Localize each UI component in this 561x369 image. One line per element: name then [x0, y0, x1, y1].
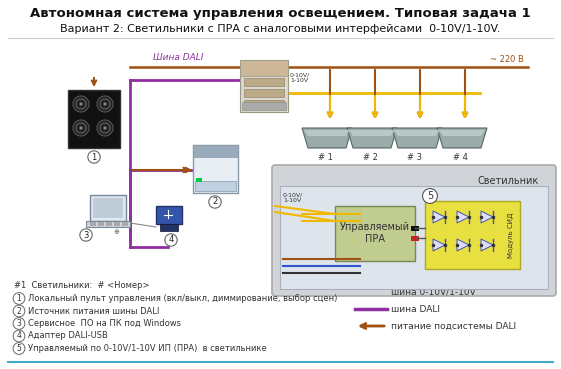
Bar [244, 100, 284, 108]
Text: # 1: # 1 [318, 154, 333, 162]
Bar [106, 222, 112, 224]
Circle shape [103, 103, 107, 106]
Text: 2: 2 [213, 197, 218, 207]
Polygon shape [433, 211, 445, 223]
Text: #1  Светильники:  # <Номер>: #1 Светильники: # <Номер> [14, 282, 149, 290]
Polygon shape [392, 128, 442, 148]
Polygon shape [457, 211, 469, 223]
Bar [86, 221, 130, 227]
Text: 1: 1 [91, 152, 96, 162]
Bar [98, 224, 104, 225]
Polygon shape [302, 128, 352, 148]
Bar [425, 201, 520, 269]
Text: 5: 5 [427, 191, 433, 201]
Text: Адаптер DALI-USB: Адаптер DALI-USB [28, 331, 108, 341]
Text: 3: 3 [17, 319, 21, 328]
Polygon shape [394, 130, 440, 136]
Text: 0-10V/
1-10V: 0-10V/ 1-10V [290, 73, 310, 83]
Text: 4: 4 [17, 331, 21, 341]
Text: 3: 3 [84, 231, 89, 239]
Circle shape [73, 120, 89, 136]
Text: Управляемый по 0-10V/1-10V ИП (ПРА)  в светильнике: Управляемый по 0-10V/1-10V ИП (ПРА) в св… [28, 344, 266, 353]
Bar [411, 236, 419, 241]
Polygon shape [347, 128, 397, 148]
Bar [195, 181, 236, 191]
Bar [114, 224, 120, 225]
FancyBboxPatch shape [272, 165, 556, 296]
Text: питание подсистемы DALI: питание подсистемы DALI [391, 321, 516, 331]
Text: шина DALI: шина DALI [391, 304, 440, 314]
Polygon shape [481, 211, 493, 223]
Bar [280, 186, 548, 289]
Bar [114, 222, 120, 224]
Bar [93, 198, 123, 218]
Text: # 3: # 3 [407, 154, 422, 162]
Circle shape [97, 96, 113, 112]
Bar [411, 226, 419, 231]
Text: Вариант 2: Светильники с ПРА с аналоговыми интерфейсами  0-10V/1-10V.: Вариант 2: Светильники с ПРА с аналоговы… [60, 24, 500, 34]
Text: ~ 220 В: ~ 220 В [490, 55, 524, 65]
Text: # 2: # 2 [362, 154, 378, 162]
Bar [98, 222, 104, 224]
Text: 2: 2 [17, 307, 21, 315]
Polygon shape [439, 130, 485, 136]
Bar [122, 224, 128, 225]
Bar [244, 89, 284, 97]
Bar [240, 60, 288, 76]
Text: 4: 4 [168, 235, 173, 245]
Polygon shape [433, 239, 445, 251]
Circle shape [80, 127, 82, 130]
Bar [90, 222, 96, 224]
Text: # 4: # 4 [453, 154, 467, 162]
Bar [90, 195, 126, 221]
Bar [156, 206, 182, 224]
Bar [193, 145, 238, 157]
Text: Сервисное  ПО на ПК под Windows: Сервисное ПО на ПК под Windows [28, 319, 181, 328]
Text: Источник питания шины DALI: Источник питания шины DALI [28, 307, 159, 315]
Bar [240, 60, 288, 112]
Text: Локальный пульт управления (вкл/выкл, диммирование, выбор сцен): Локальный пульт управления (вкл/выкл, ди… [28, 294, 337, 303]
Circle shape [80, 103, 82, 106]
Circle shape [73, 96, 89, 112]
Text: Модуль СИД: Модуль СИД [508, 212, 514, 258]
Bar [90, 224, 96, 225]
Bar [196, 178, 202, 182]
Polygon shape [349, 130, 395, 136]
Text: Светильник: Светильник [477, 176, 539, 186]
Text: 0-10V/
1-10V: 0-10V/ 1-10V [283, 193, 304, 203]
Bar [193, 145, 238, 193]
Bar [244, 78, 284, 86]
Circle shape [103, 127, 107, 130]
Bar [122, 222, 128, 224]
Bar [160, 224, 178, 231]
Bar [68, 90, 120, 148]
Polygon shape [481, 239, 493, 251]
Text: 1: 1 [17, 294, 21, 303]
Bar [106, 224, 112, 225]
Text: 5: 5 [17, 344, 21, 353]
Circle shape [97, 120, 113, 136]
Polygon shape [457, 239, 469, 251]
Polygon shape [304, 130, 350, 136]
Bar [242, 102, 286, 110]
Text: шина 0-10V/1-10V: шина 0-10V/1-10V [391, 287, 476, 297]
Polygon shape [437, 128, 487, 148]
Text: Шина DALI: Шина DALI [153, 52, 203, 62]
Text: ⊕: ⊕ [113, 229, 119, 235]
Bar [335, 206, 415, 261]
Text: Управляемый
ПРА: Управляемый ПРА [340, 222, 410, 244]
Text: Автономная система управления освещением. Типовая задача 1: Автономная система управления освещением… [30, 7, 530, 20]
